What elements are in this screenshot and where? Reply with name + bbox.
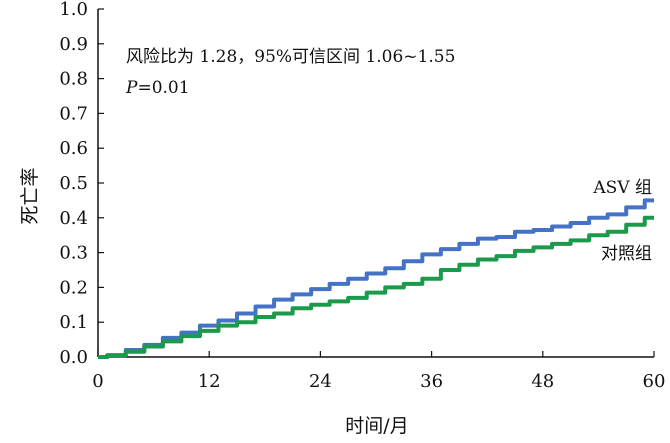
- series-line-control: [98, 215, 654, 359]
- x-tick-label: 36: [420, 371, 443, 392]
- hazard-ratio-annotation: 风险比为 1.28，95%可信区间 1.06~1.55: [126, 47, 455, 67]
- y-tick-label: 0.6: [59, 138, 88, 159]
- series-label-asv: ASV 组: [592, 178, 652, 198]
- p-value-annotation: P=0.01: [125, 78, 190, 98]
- y-tick-label: 0.5: [59, 173, 88, 194]
- x-tick-label: 12: [198, 371, 221, 392]
- x-tick-label: 24: [309, 371, 332, 392]
- x-axis-title: 时间/月: [345, 415, 408, 437]
- y-axis-title: 死亡率: [19, 167, 41, 224]
- series-layer: [98, 198, 654, 359]
- x-tick-label: 48: [531, 371, 554, 392]
- y-tick-label: 0.2: [59, 277, 88, 298]
- axes: 0.0 0.1 0.2 0.3 0.4 0.5 0.6 0.7 0.8 0.9 1.0 0 12 24 36…: [59, 0, 665, 392]
- x-tick-label: 60: [643, 371, 666, 392]
- series-label-control: 对照组: [601, 244, 652, 264]
- series-line-asv: [98, 198, 654, 359]
- y-tick-label: 0.0: [59, 347, 88, 368]
- x-tick-label: 0: [92, 371, 103, 392]
- y-tick-label: 0.8: [59, 69, 88, 90]
- y-tick-label: 1.0: [59, 0, 88, 20]
- y-tick-label: 0.7: [59, 103, 88, 124]
- y-tick-label: 0.9: [59, 34, 88, 55]
- y-tick-label: 0.3: [59, 243, 88, 264]
- y-tick-label: 0.4: [59, 208, 88, 229]
- y-tick-label: 0.1: [59, 312, 88, 333]
